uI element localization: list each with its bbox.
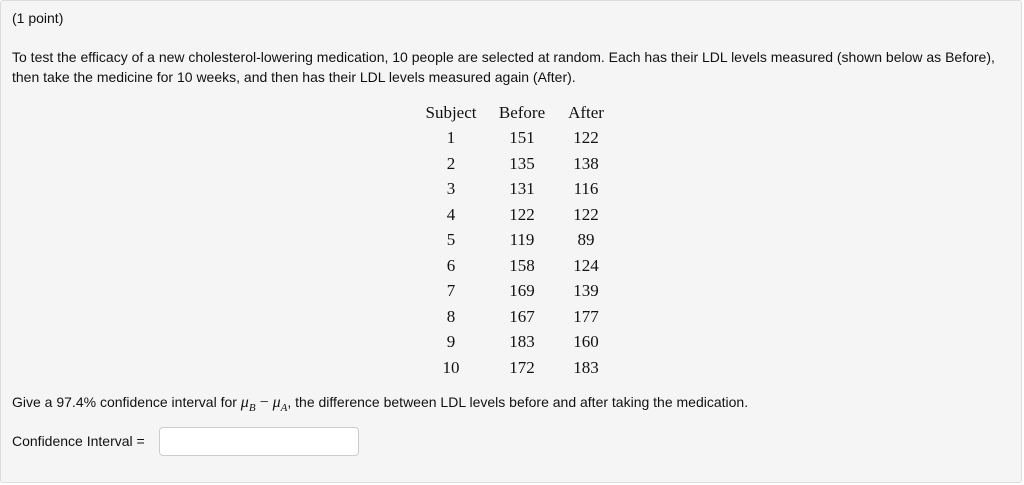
cell-after: 124 <box>573 255 599 275</box>
cell-subject: 7 <box>446 281 456 301</box>
cell-after: 183 <box>573 357 599 377</box>
header-before: Before <box>498 102 546 122</box>
cell-subject: 5 <box>446 230 456 250</box>
table-row: 6 158 124 <box>415 253 615 279</box>
table-header-row: Subject Before After <box>415 100 615 126</box>
cell-before: 119 <box>509 230 535 250</box>
header-after: After <box>568 102 604 122</box>
cell-before: 158 <box>509 255 535 275</box>
cell-before: 135 <box>509 153 535 173</box>
cell-before: 131 <box>509 179 535 199</box>
point-value: (1 point) <box>12 10 64 26</box>
cell-subject: 1 <box>446 128 456 148</box>
table-row: 7 169 139 <box>415 279 615 305</box>
cell-before: 151 <box>509 128 535 148</box>
cell-after: 138 <box>573 153 599 173</box>
cell-after: 89 <box>577 230 595 250</box>
math-expression: μB − μA <box>240 394 288 415</box>
question-prefix: Give a 97.4% confidence interval for <box>12 394 241 410</box>
data-table: Subject Before After 1 151 122 2 135 138 3 131 1… <box>415 100 615 381</box>
cell-after: 122 <box>573 204 599 224</box>
table-row: 9 183 160 <box>415 330 615 356</box>
table-row: 10 172 183 <box>415 355 615 381</box>
cell-subject: 6 <box>446 255 456 275</box>
cell-after: 177 <box>573 306 599 326</box>
question-suffix: , the difference between LDL levels befo… <box>287 394 749 410</box>
problem-text: To test the efficacy of a new cholestero… <box>12 49 995 85</box>
header-subject: Subject <box>425 102 477 122</box>
table-row: 1 151 122 <box>415 126 615 152</box>
table-row: 3 131 116 <box>415 177 615 203</box>
cell-after: 139 <box>573 281 599 301</box>
cell-subject: 3 <box>446 179 456 199</box>
cell-subject: 10 <box>442 357 460 377</box>
cell-subject: 9 <box>446 332 456 352</box>
question-text: Give a 97.4% confidence interval for μB … <box>12 394 748 414</box>
ci-label: Confidence Interval = <box>12 433 145 449</box>
table-row: 8 167 177 <box>415 304 615 330</box>
cell-after: 122 <box>573 128 599 148</box>
cell-before: 122 <box>509 204 535 224</box>
cell-after: 116 <box>573 179 599 199</box>
table-row: 2 135 138 <box>415 151 615 177</box>
cell-subject: 4 <box>446 204 456 224</box>
cell-subject: 8 <box>446 306 456 326</box>
cell-before: 183 <box>509 332 535 352</box>
cell-before: 169 <box>509 281 535 301</box>
cell-before: 172 <box>509 357 535 377</box>
confidence-interval-input[interactable] <box>159 427 359 456</box>
table-row: 4 122 122 <box>415 202 615 228</box>
cell-before: 167 <box>509 306 535 326</box>
cell-subject: 2 <box>446 153 456 173</box>
cell-after: 160 <box>573 332 599 352</box>
table-row: 5 119 89 <box>415 228 615 254</box>
